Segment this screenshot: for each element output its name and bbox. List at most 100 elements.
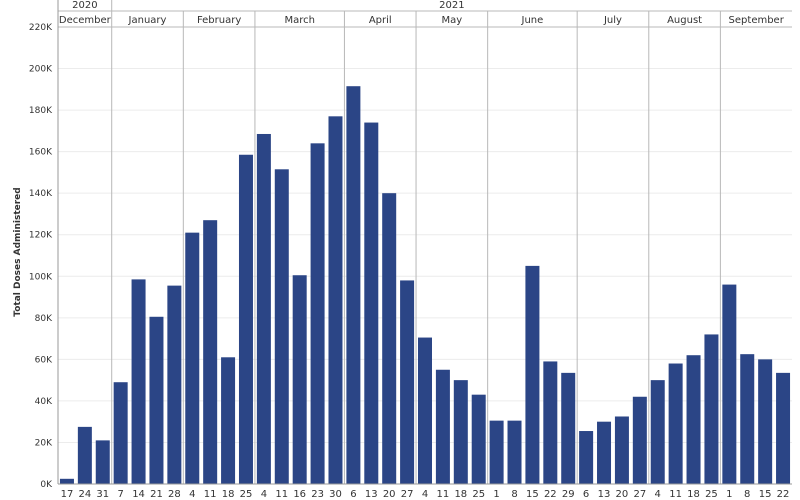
month-header: February	[197, 15, 241, 26]
x-tick-label: 4	[261, 489, 267, 500]
x-tick-label: 8	[511, 489, 517, 500]
x-tick-label: 18	[687, 489, 700, 500]
y-tick-label: 80K	[35, 314, 53, 324]
y-tick-label: 100K	[29, 272, 53, 282]
x-tick-label: 15	[526, 489, 539, 500]
x-tick-label: 18	[454, 489, 467, 500]
bar	[740, 354, 755, 484]
x-tick-label: 6	[583, 489, 589, 500]
month-header: June	[521, 15, 544, 26]
bar	[131, 279, 146, 484]
bar	[310, 143, 325, 484]
x-tick-label: 20	[383, 489, 396, 500]
bar	[614, 416, 629, 484]
year-header: 2021	[439, 0, 464, 11]
x-tick-label: 30	[329, 489, 342, 500]
month-header: January	[128, 15, 167, 26]
y-tick-label: 20K	[35, 438, 53, 448]
bar	[561, 372, 576, 484]
x-tick-label: 25	[705, 489, 718, 500]
month-header: December	[59, 15, 112, 26]
month-header: July	[603, 15, 622, 26]
bar	[632, 396, 647, 484]
bar	[543, 361, 558, 484]
month-header: May	[442, 15, 463, 26]
y-tick-label: 120K	[29, 231, 53, 241]
x-tick-label: 27	[401, 489, 414, 500]
bar	[328, 116, 343, 484]
bar	[758, 359, 773, 484]
y-tick-label: 180K	[29, 106, 53, 116]
bar	[453, 380, 468, 484]
x-tick-label: 11	[669, 489, 682, 500]
x-tick-label: 22	[777, 489, 790, 500]
bar	[292, 275, 307, 484]
y-tick-label: 60K	[35, 355, 53, 365]
bar	[435, 369, 450, 484]
bar	[59, 478, 74, 484]
x-tick-label: 13	[365, 489, 378, 500]
bar	[256, 133, 271, 484]
bar	[489, 420, 504, 484]
month-header: August	[667, 15, 702, 26]
x-tick-label: 6	[350, 489, 356, 500]
month-header: September	[729, 15, 785, 26]
bar	[579, 431, 594, 484]
x-tick-label: 25	[240, 489, 253, 500]
bar	[203, 220, 218, 484]
bar	[185, 232, 200, 484]
y-tick-label: 140K	[29, 189, 53, 199]
bar	[722, 284, 737, 484]
bar	[400, 280, 415, 484]
bar	[77, 426, 92, 484]
bar	[95, 440, 110, 484]
x-tick-labels: 17 24 31 7 14 21 28 4 11 18 25 4 11 16 23 30 6 13 20 27 4 11 1…	[61, 489, 790, 500]
month-header: March	[284, 15, 314, 26]
y-tick-label: 160K	[29, 148, 53, 158]
bar	[238, 154, 253, 485]
bar	[274, 169, 289, 484]
year-header: 2020	[72, 0, 97, 11]
y-tick-label: 40K	[35, 397, 53, 407]
bar	[776, 372, 791, 484]
x-tick-label: 27	[633, 489, 646, 500]
y-tick-label: 200K	[29, 65, 53, 75]
bar	[221, 357, 236, 484]
x-tick-label: 22	[544, 489, 557, 500]
bar	[704, 334, 719, 484]
x-tick-label: 23	[311, 489, 324, 500]
x-tick-label: 8	[744, 489, 750, 500]
y-tick-label: 220K	[29, 23, 53, 33]
x-tick-label: 11	[204, 489, 217, 500]
column-headers: December January February March April May June…	[59, 0, 785, 26]
x-tick-label: 25	[472, 489, 485, 500]
bar	[113, 382, 128, 484]
x-tick-label: 21	[150, 489, 163, 500]
x-tick-label: 31	[96, 489, 109, 500]
bar	[167, 285, 182, 484]
bar	[597, 421, 612, 484]
bars	[59, 86, 791, 485]
x-tick-label: 14	[132, 489, 145, 500]
bar	[471, 394, 486, 484]
x-tick-label: 16	[293, 489, 306, 500]
x-tick-label: 15	[759, 489, 772, 500]
axes	[57, 0, 792, 485]
x-tick-label: 11	[437, 489, 450, 500]
bar	[418, 337, 432, 484]
x-tick-label: 18	[222, 489, 235, 500]
x-tick-label: 24	[78, 489, 91, 500]
x-tick-label: 4	[655, 489, 661, 500]
x-tick-label: 20	[616, 489, 629, 500]
bar	[525, 265, 540, 484]
x-tick-label: 7	[117, 489, 123, 500]
x-tick-label: 29	[562, 489, 575, 500]
y-axis-label: Total Doses Administered	[13, 187, 23, 316]
bar	[686, 355, 701, 484]
bar	[650, 380, 665, 484]
x-tick-label: 1	[493, 489, 499, 500]
x-tick-label: 4	[189, 489, 195, 500]
y-tick-labels: 0K 20K 40K 60K 80K 100K 120K 140K 160K 180K 200K 22…	[29, 23, 53, 490]
x-tick-label: 13	[598, 489, 611, 500]
